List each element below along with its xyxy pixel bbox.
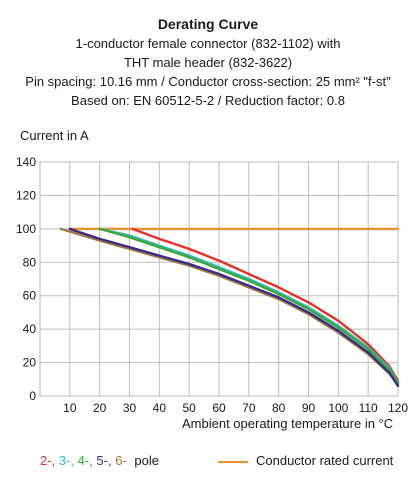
legend-pole-word: pole: [134, 453, 159, 468]
y-tick-label: 80: [23, 255, 37, 269]
y-axis-label: Current in A: [20, 128, 89, 143]
chart-header: Derating Curve 1-conductor female connec…: [0, 14, 416, 110]
subtitle-line-3: Pin spacing: 10.16 mm / Conductor cross-…: [25, 74, 391, 89]
x-tick-label: 90: [302, 401, 316, 415]
series-line: [98, 227, 400, 384]
x-tick-label: 80: [272, 401, 286, 415]
x-tick-label: 30: [123, 401, 137, 415]
x-tick-label: 20: [93, 401, 107, 415]
series-line: [98, 227, 400, 384]
series-line: [131, 227, 400, 383]
x-tick-label: 70: [242, 401, 256, 415]
pole-legend: 2-, 3-, 4-, 5-, 6- pole: [40, 453, 159, 468]
y-tick-label: 0: [29, 389, 36, 403]
legend-pole-4: 4-,: [77, 453, 93, 468]
y-tick-label: 60: [23, 289, 37, 303]
legend-pole-3: 3-,: [58, 453, 74, 468]
x-tick-label: 100: [328, 401, 348, 415]
subtitle-line-1: 1-conductor female connector (832-1102) …: [75, 36, 341, 51]
subtitle-line-2: THT male header (832-3622): [123, 55, 293, 70]
derating-chart: 0 20 40 60 80 100 120 140 10 20 30 40 50 60 70 80 90 100 1…: [16, 155, 408, 415]
y-tick-label: 100: [16, 222, 36, 236]
x-tick-label: 40: [153, 401, 167, 415]
series-line: [59, 227, 400, 386]
y-tick-label: 40: [23, 322, 37, 336]
x-axis-label: Ambient operating temperature in °C: [182, 416, 394, 431]
legend-pole-5: 5-,: [96, 453, 112, 468]
x-tick-label: 10: [63, 401, 77, 415]
chart-title: Derating Curve: [157, 16, 259, 32]
x-tick-label: 60: [212, 401, 226, 415]
legend-pole-6: 6-: [115, 453, 127, 468]
rated-current-swatch: [218, 461, 248, 463]
rated-current-legend-label: Conductor rated current: [256, 453, 394, 468]
y-tick-label: 120: [16, 188, 36, 202]
y-tick-label: 140: [16, 155, 36, 169]
x-tick-label: 50: [182, 401, 196, 415]
x-tick-label: 120: [388, 401, 408, 415]
series-line: [68, 227, 400, 388]
legend-pole-2: 2-,: [40, 453, 56, 468]
subtitle-line-4: Based on: EN 60512-5-2 / Reduction facto…: [71, 93, 345, 108]
y-tick-label: 20: [23, 356, 37, 370]
x-tick-label: 110: [359, 401, 378, 415]
